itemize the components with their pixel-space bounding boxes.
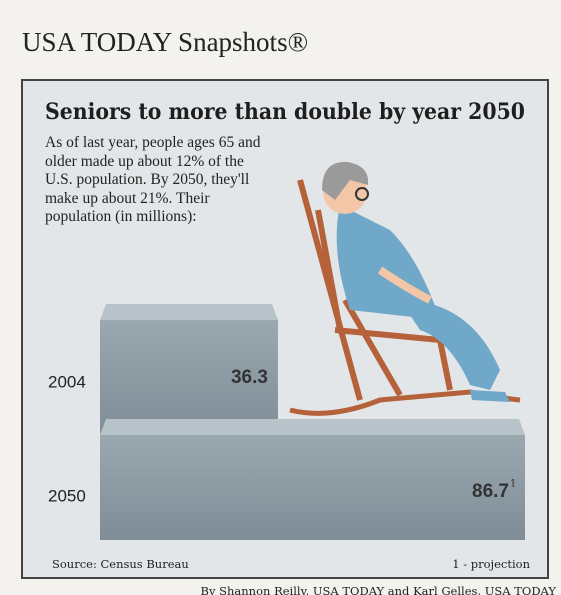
value-label: 36.3: [231, 367, 268, 388]
credit: By Shannon Reilly, USA TODAY and Karl Ge…: [201, 584, 557, 595]
footnote: 1 - projection: [452, 557, 530, 571]
chart-title: Seniors to more than double by year 2050: [45, 99, 525, 125]
category-label: 2004: [48, 372, 86, 391]
bar: [100, 435, 525, 540]
value-label: 86.7: [472, 481, 509, 502]
footnote-mark: 1: [510, 479, 516, 490]
source: Source: Census Bureau: [52, 557, 189, 571]
bar-top: [100, 304, 278, 320]
illustration: [289, 161, 521, 416]
subtitle: As of last year, people ages 65 and olde…: [45, 134, 261, 225]
bar: [100, 320, 278, 435]
bars: 2004 36.3 2050 86.7 1: [48, 304, 525, 540]
header: USA TODAY Snapshots®: [22, 27, 308, 57]
bar-top: [100, 419, 525, 435]
category-label: 2050: [48, 486, 86, 505]
